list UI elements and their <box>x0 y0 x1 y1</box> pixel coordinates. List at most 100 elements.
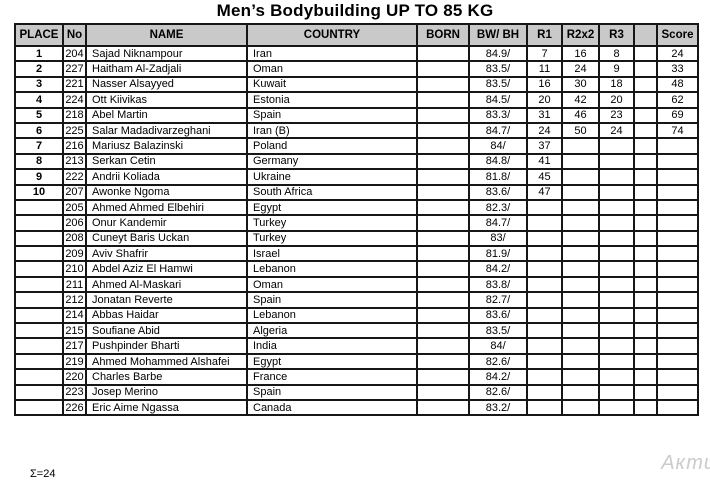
competitor-number-cell: 221 <box>62 75 87 94</box>
name-cell: Josep Merino <box>85 383 248 402</box>
place-cell <box>14 383 64 402</box>
place-cell: 1 <box>14 44 64 63</box>
score-cell <box>656 306 699 325</box>
name-cell: Ahmed Ahmed Elbehiri <box>85 198 248 217</box>
name-cell: Nasser Alsayyed <box>85 75 248 94</box>
r2x2-cell <box>561 214 600 232</box>
r2x2-cell: 30 <box>561 75 600 94</box>
blank-cell <box>633 183 658 201</box>
place-cell <box>14 337 64 355</box>
place-cell <box>14 368 64 386</box>
bw-bh-cell: 84.5/ <box>468 91 528 109</box>
r3-cell <box>598 229 635 248</box>
table-row: 1 204 Sajad Niknampour Iran 84.9/ 7 16 8… <box>14 44 699 63</box>
bw-bh-cell: 82.6/ <box>468 352 528 371</box>
country-cell: Lebanon <box>246 306 418 325</box>
r3-cell <box>598 214 635 232</box>
r3-cell <box>598 137 635 155</box>
country-cell: Ukraine <box>246 168 418 186</box>
name-cell: Salar Madadivarzeghani <box>85 121 248 140</box>
table-row: 214 Abbas Haidar Lebanon 83.6/ <box>14 306 699 325</box>
blank-cell <box>633 152 658 171</box>
country-cell: Iran <box>246 44 418 63</box>
r2x2-cell <box>561 337 600 355</box>
table-row: 9 222 Andrii Koliada Ukraine 81.8/ 45 <box>14 168 699 186</box>
name-cell: Onur Kandemir <box>85 214 248 232</box>
place-cell: 5 <box>14 106 64 124</box>
born-cell <box>416 260 470 278</box>
score-cell <box>656 383 699 402</box>
total-count-label: Σ=24 <box>30 468 56 480</box>
born-cell <box>416 121 470 140</box>
r3-cell: 20 <box>598 91 635 109</box>
competitor-number-cell: 220 <box>62 368 87 386</box>
r2x2-cell: 16 <box>561 44 600 63</box>
r1-cell: 31 <box>526 106 563 124</box>
table-row: 211 Ahmed Al-Maskari Oman 83.8/ <box>14 275 699 294</box>
name-cell: Eric Aime Ngassa <box>85 398 248 417</box>
country-cell: Poland <box>246 137 418 155</box>
country-cell: Spain <box>246 106 418 124</box>
blank-cell <box>633 275 658 294</box>
col-header-born: BORN <box>416 23 470 47</box>
competitor-number-cell: 217 <box>62 337 87 355</box>
r3-cell <box>598 152 635 171</box>
score-cell: 69 <box>656 106 699 124</box>
competitor-number-cell: 210 <box>62 260 87 278</box>
watermark-text: Акти <box>661 452 710 474</box>
r1-cell <box>526 337 563 355</box>
r2x2-cell: 24 <box>561 60 600 78</box>
blank-cell <box>633 137 658 155</box>
bw-bh-cell: 84.2/ <box>468 368 528 386</box>
blank-cell <box>633 121 658 140</box>
table-row: 8 213 Serkan Cetin Germany 84.8/ 41 <box>14 152 699 171</box>
born-cell <box>416 229 470 248</box>
score-cell: 33 <box>656 60 699 78</box>
country-cell: Estonia <box>246 91 418 109</box>
blank-cell <box>633 198 658 217</box>
score-cell: 62 <box>656 91 699 109</box>
r1-cell <box>526 306 563 325</box>
competitor-number-cell: 207 <box>62 183 87 201</box>
bw-bh-cell: 83.6/ <box>468 306 528 325</box>
place-cell <box>14 322 64 340</box>
born-cell <box>416 91 470 109</box>
born-cell <box>416 60 470 78</box>
country-cell: Turkey <box>246 214 418 232</box>
bw-bh-cell: 82.7/ <box>468 291 528 309</box>
score-cell <box>656 291 699 309</box>
place-cell: 7 <box>14 137 64 155</box>
r2x2-cell <box>561 260 600 278</box>
born-cell <box>416 44 470 63</box>
r1-cell: 24 <box>526 121 563 140</box>
competitor-number-cell: 225 <box>62 121 87 140</box>
place-cell <box>14 229 64 248</box>
table-row: 215 Soufiane Abid Algeria 83.5/ <box>14 322 699 340</box>
bw-bh-cell: 83.5/ <box>468 75 528 94</box>
r1-cell <box>526 398 563 417</box>
header-row: PLACE No NAME COUNTRY BORN BW/ BH R1 R2x… <box>14 23 699 47</box>
country-cell: France <box>246 368 418 386</box>
competitor-number-cell: 224 <box>62 91 87 109</box>
r1-cell: 20 <box>526 91 563 109</box>
r3-cell <box>598 198 635 217</box>
name-cell: Mariusz Balazinski <box>85 137 248 155</box>
r3-cell <box>598 383 635 402</box>
place-cell <box>14 275 64 294</box>
r2x2-cell <box>561 398 600 417</box>
place-cell <box>14 352 64 371</box>
born-cell <box>416 198 470 217</box>
r3-cell: 8 <box>598 44 635 63</box>
bw-bh-cell: 83.2/ <box>468 398 528 417</box>
score-cell <box>656 275 699 294</box>
table-row: 220 Charles Barbe France 84.2/ <box>14 368 699 386</box>
table-row: 4 224 Ott Kiivikas Estonia 84.5/ 20 42 2… <box>14 91 699 109</box>
col-header-country: COUNTRY <box>246 23 418 47</box>
r3-cell: 23 <box>598 106 635 124</box>
bw-bh-cell: 84.7/ <box>468 214 528 232</box>
country-cell: Algeria <box>246 322 418 340</box>
bw-bh-cell: 83.6/ <box>468 183 528 201</box>
competitor-number-cell: 227 <box>62 60 87 78</box>
born-cell <box>416 275 470 294</box>
born-cell <box>416 306 470 325</box>
